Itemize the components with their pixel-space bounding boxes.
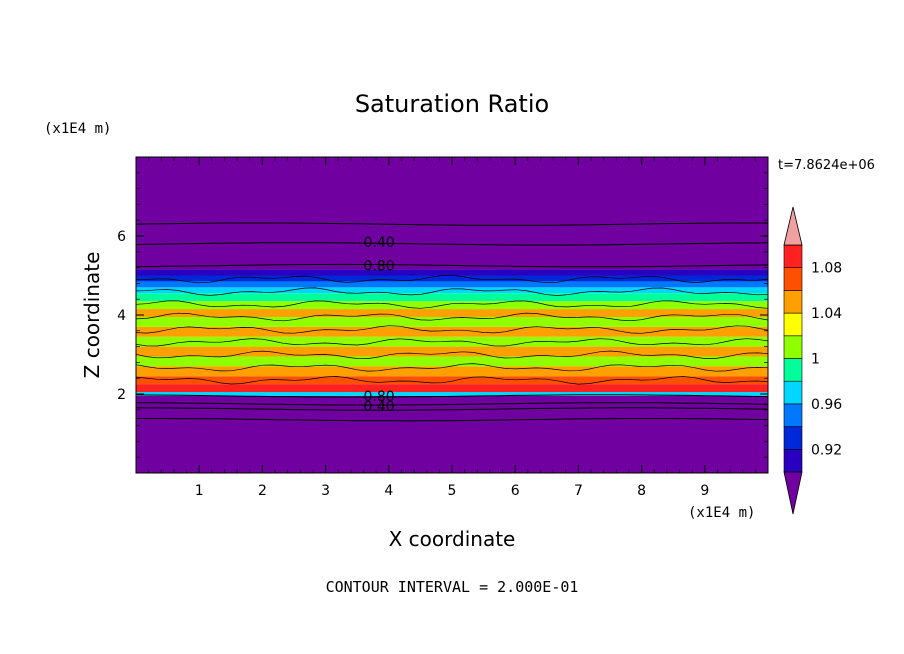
field-band bbox=[136, 366, 768, 377]
colorbar-tick-label: 1 bbox=[811, 352, 820, 368]
contour-line bbox=[135, 312, 769, 322]
x-tick-label: 7 bbox=[574, 483, 583, 499]
colorbar-tick-label: 0.96 bbox=[811, 397, 842, 413]
colorbar-segment bbox=[783, 267, 803, 291]
colorbar-segment bbox=[783, 358, 803, 382]
x-tick-label: 4 bbox=[384, 483, 393, 499]
colorbar-segment bbox=[783, 312, 803, 337]
contour-line bbox=[135, 242, 769, 246]
field-band bbox=[136, 293, 768, 302]
colorbar: 0.92 0.96 1 1.04 1.08 bbox=[783, 206, 842, 515]
y-axis-title: Z coordinate bbox=[80, 252, 104, 379]
y-axis: 2 4 6 bbox=[117, 172, 768, 458]
field-band bbox=[136, 269, 768, 276]
field-band bbox=[136, 275, 768, 282]
colorbar-segment bbox=[783, 335, 803, 359]
contour-line bbox=[136, 418, 769, 422]
field-band bbox=[136, 316, 768, 327]
field-band bbox=[136, 376, 768, 385]
x-axis-title: X coordinate bbox=[389, 527, 516, 551]
field-band bbox=[136, 356, 768, 367]
x-tick-label: 9 bbox=[700, 483, 709, 499]
contour-line bbox=[135, 325, 769, 334]
contour-label: 0.80 bbox=[364, 259, 395, 275]
colorbar-segment bbox=[783, 403, 803, 427]
x-axis: 1 2 3 4 5 6 7 8 9 bbox=[148, 157, 769, 499]
contour-line bbox=[136, 274, 769, 284]
contour-line bbox=[135, 402, 769, 406]
colorbar-segment bbox=[783, 380, 803, 405]
contour-label: 0.80 bbox=[364, 389, 395, 405]
colorbar-under-arrow bbox=[783, 471, 803, 515]
contour-line bbox=[135, 394, 769, 398]
contour-line bbox=[135, 350, 769, 359]
y-tick-label: 4 bbox=[117, 308, 126, 324]
contour-labels: 0.400.800.800.40 bbox=[364, 235, 395, 415]
x-tick-label: 5 bbox=[448, 483, 457, 499]
contour-line bbox=[135, 407, 769, 411]
y-unit-label: (x1E4 m) bbox=[44, 121, 111, 137]
contour-label: 0.40 bbox=[364, 399, 395, 415]
field-band bbox=[136, 309, 768, 317]
colorbar-tick-label: 1.04 bbox=[811, 306, 842, 322]
contour-line bbox=[135, 363, 769, 372]
colorbar-over-arrow bbox=[783, 206, 803, 246]
x-tick-label: 2 bbox=[258, 483, 267, 499]
colorbar-segment bbox=[783, 448, 803, 473]
colorbar-tick-label: 0.92 bbox=[811, 442, 842, 458]
contour-line bbox=[135, 338, 769, 347]
contour-line bbox=[135, 263, 769, 268]
x-tick-label: 6 bbox=[511, 483, 520, 499]
field-band bbox=[136, 392, 768, 396]
field-band bbox=[136, 326, 768, 337]
x-unit-label: (x1E4 m) bbox=[688, 505, 755, 521]
field-band bbox=[136, 287, 768, 294]
contour-label: 0.40 bbox=[364, 235, 395, 251]
contour-line bbox=[135, 287, 769, 296]
contour-line bbox=[135, 222, 768, 226]
colorbar-segment bbox=[783, 426, 803, 450]
y-tick-label: 2 bbox=[117, 387, 126, 403]
contour-interval-footer: CONTOUR INTERVAL = 2.000E-01 bbox=[326, 578, 579, 596]
contour-line bbox=[135, 376, 769, 385]
field-band bbox=[136, 384, 768, 393]
field-band bbox=[136, 301, 768, 310]
x-tick-label: 3 bbox=[321, 483, 330, 499]
contour-lines bbox=[135, 222, 769, 422]
colorbar-segment bbox=[783, 290, 803, 314]
field-band bbox=[136, 346, 768, 357]
x-tick-label: 1 bbox=[195, 483, 204, 499]
colorbar-segment bbox=[783, 244, 803, 269]
plot-area bbox=[136, 157, 768, 473]
y-tick-label: 6 bbox=[117, 229, 126, 245]
field-band bbox=[136, 336, 768, 347]
chart-title: Saturation Ratio bbox=[355, 90, 549, 118]
field-band bbox=[136, 157, 768, 270]
field-band bbox=[136, 281, 768, 288]
colorbar-tick-label: 1.08 bbox=[811, 261, 842, 277]
contour-line bbox=[135, 300, 769, 309]
time-label: t=7.8624e+06 bbox=[778, 158, 875, 173]
x-tick-label: 8 bbox=[637, 483, 646, 499]
